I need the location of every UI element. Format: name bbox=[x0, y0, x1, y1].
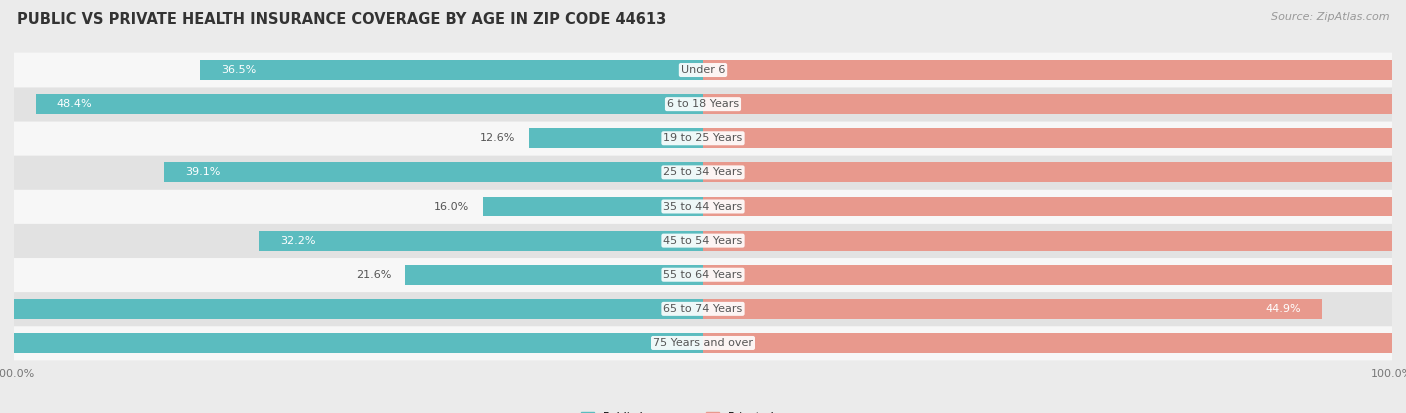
Bar bbox=[482, 197, 703, 216]
FancyBboxPatch shape bbox=[0, 325, 1406, 361]
Bar bbox=[703, 333, 1406, 353]
FancyBboxPatch shape bbox=[0, 189, 1406, 224]
Bar bbox=[703, 162, 1406, 182]
Bar bbox=[703, 60, 1406, 80]
Bar bbox=[200, 60, 703, 80]
Bar bbox=[405, 265, 703, 285]
FancyBboxPatch shape bbox=[0, 257, 1406, 292]
Text: 65 to 74 Years: 65 to 74 Years bbox=[664, 304, 742, 314]
Text: 39.1%: 39.1% bbox=[186, 167, 221, 177]
Text: 16.0%: 16.0% bbox=[433, 202, 468, 211]
Bar bbox=[165, 162, 703, 182]
Text: Source: ZipAtlas.com: Source: ZipAtlas.com bbox=[1271, 12, 1389, 22]
Text: 12.6%: 12.6% bbox=[481, 133, 516, 143]
Text: 55 to 64 Years: 55 to 64 Years bbox=[664, 270, 742, 280]
Text: 48.4%: 48.4% bbox=[56, 99, 93, 109]
Bar bbox=[703, 299, 1322, 319]
Text: 75 Years and over: 75 Years and over bbox=[652, 338, 754, 348]
Text: 19 to 25 Years: 19 to 25 Years bbox=[664, 133, 742, 143]
Bar bbox=[703, 94, 1406, 114]
Legend: Public Insurance, Private Insurance: Public Insurance, Private Insurance bbox=[576, 408, 830, 413]
FancyBboxPatch shape bbox=[0, 87, 1406, 121]
Text: 44.9%: 44.9% bbox=[1265, 304, 1301, 314]
FancyBboxPatch shape bbox=[0, 155, 1406, 190]
Text: 21.6%: 21.6% bbox=[356, 270, 392, 280]
Bar bbox=[703, 231, 1406, 251]
Bar bbox=[703, 197, 1406, 216]
FancyBboxPatch shape bbox=[0, 121, 1406, 156]
Text: 6 to 18 Years: 6 to 18 Years bbox=[666, 99, 740, 109]
Text: 32.2%: 32.2% bbox=[280, 236, 315, 246]
Bar bbox=[37, 94, 703, 114]
FancyBboxPatch shape bbox=[0, 223, 1406, 258]
FancyBboxPatch shape bbox=[0, 292, 1406, 326]
Bar bbox=[530, 128, 703, 148]
Bar bbox=[0, 299, 703, 319]
Bar bbox=[259, 231, 703, 251]
Text: Under 6: Under 6 bbox=[681, 65, 725, 75]
Text: PUBLIC VS PRIVATE HEALTH INSURANCE COVERAGE BY AGE IN ZIP CODE 44613: PUBLIC VS PRIVATE HEALTH INSURANCE COVER… bbox=[17, 12, 666, 27]
Text: 45 to 54 Years: 45 to 54 Years bbox=[664, 236, 742, 246]
Bar bbox=[0, 333, 703, 353]
Bar bbox=[703, 265, 1406, 285]
Bar bbox=[703, 128, 1406, 148]
FancyBboxPatch shape bbox=[0, 52, 1406, 88]
Text: 25 to 34 Years: 25 to 34 Years bbox=[664, 167, 742, 177]
Text: 36.5%: 36.5% bbox=[221, 65, 256, 75]
Text: 35 to 44 Years: 35 to 44 Years bbox=[664, 202, 742, 211]
